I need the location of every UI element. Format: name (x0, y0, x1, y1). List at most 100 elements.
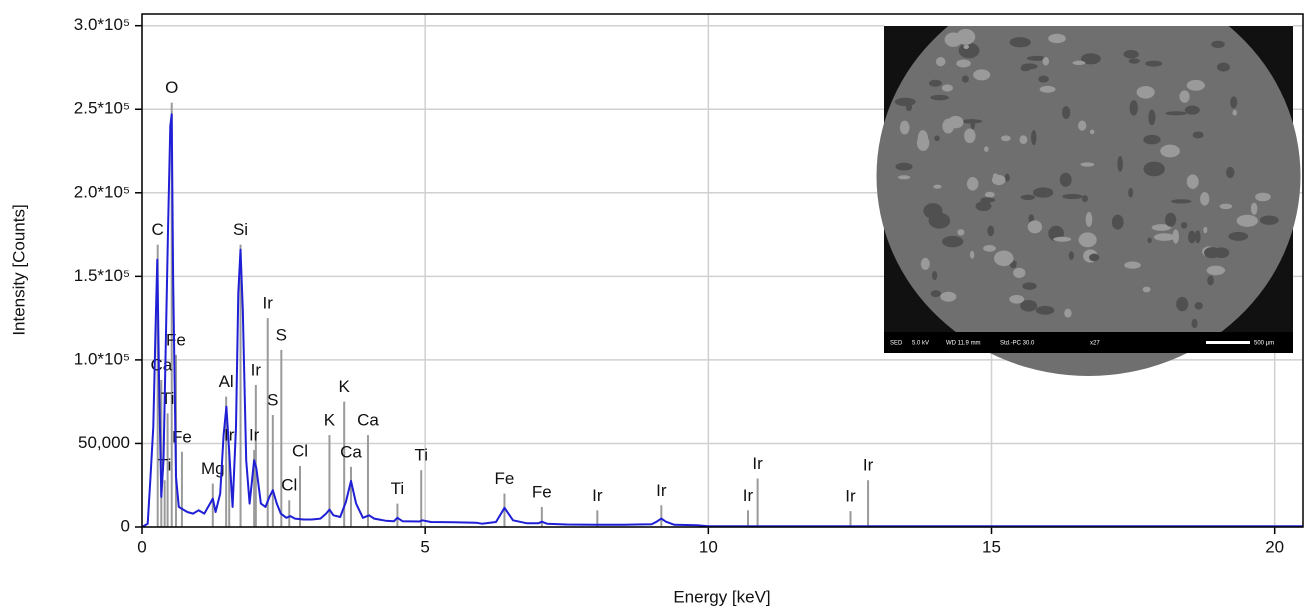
x-axis-title: Energy [keV] (673, 587, 770, 606)
inset-particle (960, 119, 983, 124)
inset-particle (1038, 75, 1049, 83)
inset-particle (1176, 296, 1189, 312)
inset-particle (933, 184, 942, 189)
inset-particle (1179, 90, 1190, 103)
inset-particle (1172, 229, 1179, 244)
inset-particle (1192, 131, 1204, 139)
inset-particle (1077, 120, 1087, 131)
inset-particle (969, 250, 975, 259)
peak-label: K (339, 377, 351, 396)
inset-particle (1089, 253, 1100, 262)
peak-label: S (267, 391, 278, 410)
inset-particle (1143, 161, 1165, 177)
inset-particle (1206, 265, 1226, 276)
inset-particle (930, 94, 949, 101)
inset-particle (1019, 135, 1028, 145)
x-tick-label: 5 (420, 537, 429, 556)
inset-particle (1203, 226, 1208, 234)
y-tick-label: 2.5*10⁵ (74, 99, 130, 118)
inset-particle (1068, 251, 1074, 260)
inset-particle (1031, 129, 1037, 146)
inset-particle (1033, 187, 1054, 198)
inset-particle (935, 57, 946, 67)
inset-particle (920, 257, 930, 270)
inset-particle (1080, 162, 1095, 167)
inset-particle (1072, 60, 1086, 66)
inset-particle (1129, 100, 1138, 116)
inset-particle (1117, 155, 1123, 172)
inset-particle (1053, 236, 1072, 242)
inset-particle (929, 79, 942, 87)
inset-particle (1124, 261, 1141, 269)
inset-caption: WD 11.9 mm (946, 341, 981, 347)
peak-label: Ir (743, 486, 754, 505)
inset-particle (1211, 40, 1225, 49)
inset-particle (987, 225, 995, 237)
inset-particle (1048, 33, 1066, 44)
inset-particle (984, 191, 995, 198)
inset-particle (1128, 187, 1134, 198)
peak-label: Ir (251, 360, 262, 379)
inset-particle (941, 84, 953, 92)
inset-particle (1123, 50, 1139, 59)
inset-particle (1022, 282, 1037, 290)
inset-particle (1191, 318, 1198, 329)
inset-particle (1143, 134, 1161, 145)
inset-particle (980, 197, 996, 203)
inset-particle (957, 229, 965, 236)
inset-particle (1204, 247, 1221, 259)
inset-particle (1165, 111, 1187, 116)
y-tick-label: 1.5*10⁵ (74, 266, 130, 285)
inset-particle (964, 128, 976, 144)
inset-image: SED 5.0 kV WD 11.9 mm Std.-PC 30.0 x27 500 µm (876, 0, 1301, 376)
peak-label: Ir (263, 294, 274, 313)
inset-particle (1027, 220, 1043, 234)
peak-label: S (276, 325, 287, 344)
inset-particle (942, 235, 964, 248)
inset-particle (1078, 232, 1097, 248)
peak-label: Ir (752, 454, 763, 473)
inset-particle (930, 290, 941, 298)
inset-particle (1184, 105, 1200, 115)
y-tick-label: 0 (121, 516, 130, 535)
peak-label: Ti (414, 446, 428, 465)
inset-particle (1142, 286, 1151, 293)
inset-particle (966, 177, 979, 191)
inset-particle (1081, 195, 1089, 203)
inset-field (876, 0, 1301, 376)
inset-caption: 5.0 kV (912, 341, 929, 347)
peak-label: Cl (281, 476, 297, 495)
peak-label: C (152, 220, 164, 239)
inset-particle (994, 250, 1014, 267)
spectrum-line (141, 113, 1303, 528)
inset-particle (1236, 214, 1258, 227)
inset-particle (1186, 174, 1199, 189)
inset-particle (1153, 233, 1176, 241)
y-tick-label: 3.0*10⁵ (74, 15, 130, 34)
inset-particle (1039, 85, 1056, 93)
peak-label: Ir (863, 456, 874, 475)
inset-caption: Std.-PC 30.0 (1000, 341, 1035, 347)
inset-particle (1180, 221, 1188, 229)
peak-label: Cl (292, 441, 308, 460)
peak-label: K (324, 411, 336, 430)
inset-caption: 500 µm (1254, 341, 1274, 347)
inset-particle (1232, 109, 1237, 116)
x-tick-label: 15 (982, 537, 1001, 556)
x-tick-label: 10 (699, 537, 718, 556)
plot-frame (141, 13, 1304, 528)
inset-particle (895, 162, 913, 171)
inset-particle (1042, 56, 1050, 66)
inset-particle (1009, 294, 1025, 304)
inset-particle (1219, 203, 1233, 210)
peak-label: Fe (532, 482, 552, 501)
inset-particle (934, 135, 940, 142)
inset-particle (1009, 37, 1031, 48)
inset-particle (1188, 230, 1196, 244)
inset-caption: SED (890, 341, 903, 347)
inset-particle (983, 245, 996, 252)
y-tick-label: 2.0*10⁵ (74, 182, 130, 201)
inset-particle (899, 120, 910, 135)
inset-particle (963, 44, 969, 49)
